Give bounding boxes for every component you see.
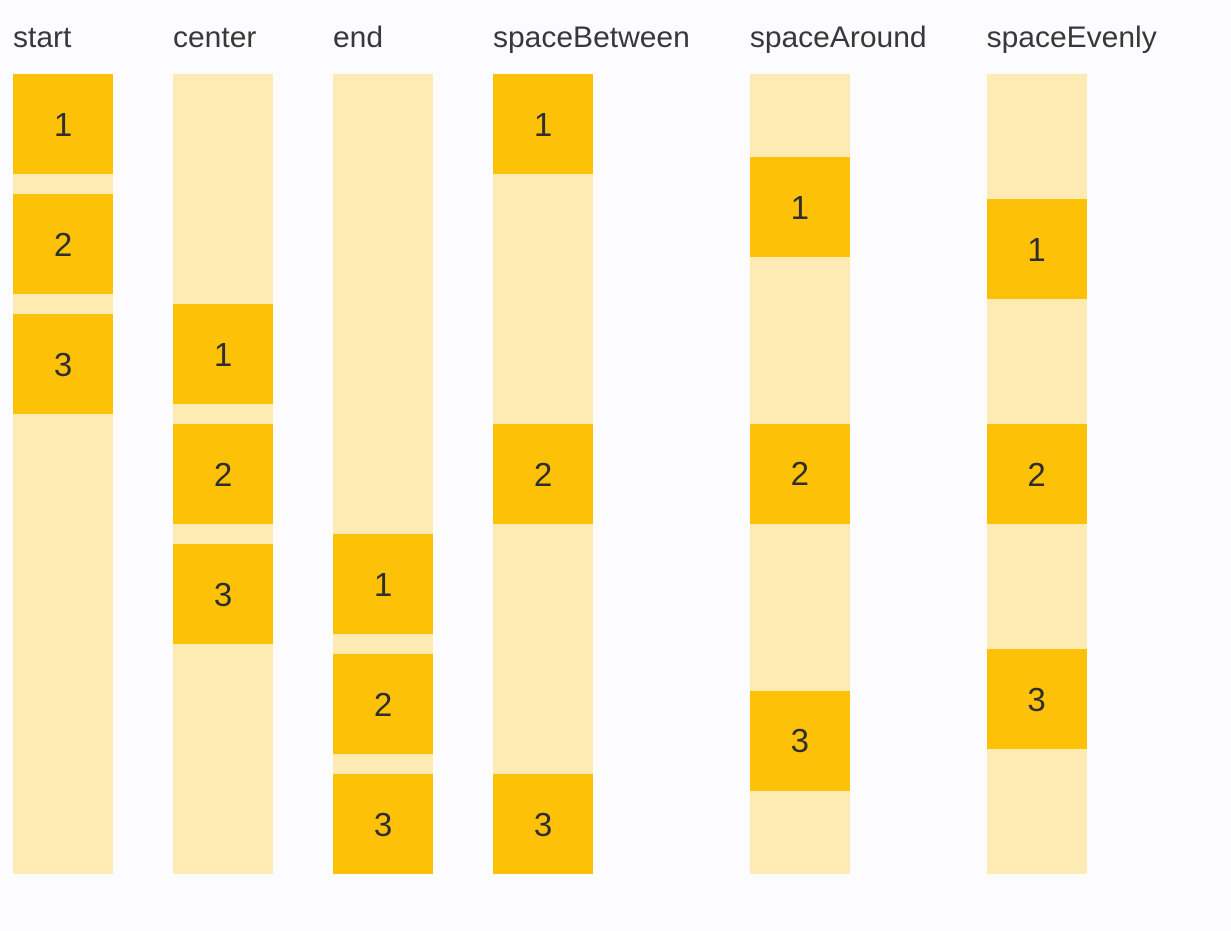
column-track: 1 2 3 bbox=[749, 74, 850, 874]
flex-item-box: 2 bbox=[13, 194, 113, 294]
flex-item-box: 1 bbox=[749, 157, 850, 258]
column-label: spaceEvenly bbox=[986, 21, 1157, 54]
flex-item-box: 3 bbox=[13, 314, 113, 414]
column-label: spaceAround bbox=[749, 21, 927, 54]
flex-item-box: 3 bbox=[173, 544, 273, 644]
column-track: 1 2 3 bbox=[986, 74, 1087, 874]
flex-item-box: 2 bbox=[749, 423, 850, 524]
flex-item-box: 1 bbox=[173, 304, 273, 404]
flex-item-box: 3 bbox=[986, 649, 1087, 749]
flex-item-box: 2 bbox=[333, 654, 433, 754]
flex-item-box: 1 bbox=[13, 74, 113, 174]
justify-column-start: start 1 2 3 bbox=[13, 14, 113, 874]
column-track: 1 2 3 bbox=[173, 74, 273, 874]
column-track: 1 2 3 bbox=[333, 74, 433, 874]
column-label: spaceBetween bbox=[493, 21, 690, 54]
flex-item-box: 3 bbox=[749, 690, 850, 791]
flex-item-box: 3 bbox=[333, 774, 433, 874]
justify-column-end: end 1 2 3 bbox=[333, 14, 433, 874]
flex-item-box: 3 bbox=[493, 774, 593, 874]
column-track: 1 2 3 bbox=[493, 74, 593, 874]
flex-item-box: 2 bbox=[493, 424, 593, 524]
justify-column-spaceBetween: spaceBetween 1 2 3 bbox=[493, 14, 690, 874]
flex-item-box: 1 bbox=[333, 534, 433, 634]
justify-column-spaceAround: spaceAround 1 2 3 bbox=[749, 14, 927, 874]
flex-item-box: 2 bbox=[173, 424, 273, 524]
flex-item-box: 1 bbox=[986, 199, 1087, 299]
flex-item-box: 2 bbox=[986, 424, 1087, 524]
column-label: start bbox=[13, 21, 72, 54]
flex-item-box: 1 bbox=[493, 74, 593, 174]
column-label: center bbox=[173, 21, 257, 54]
justify-column-center: center 1 2 3 bbox=[173, 14, 273, 874]
column-track: 1 2 3 bbox=[13, 74, 113, 874]
column-label: end bbox=[333, 21, 384, 54]
justify-column-spaceEvenly: spaceEvenly 1 2 3 bbox=[986, 14, 1157, 874]
